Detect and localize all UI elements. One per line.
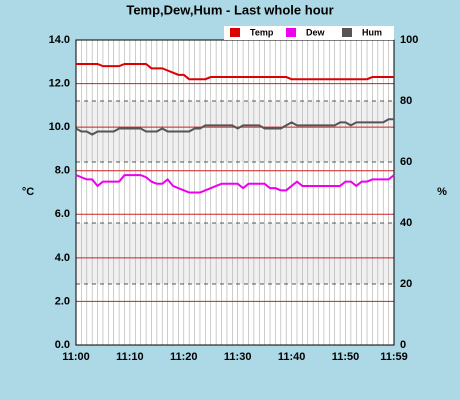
- y-tick-label: 14.0: [49, 34, 70, 46]
- x-tick-label: 11:20: [170, 351, 198, 363]
- x-tick-label: 11:10: [116, 351, 144, 363]
- x-tick-label: 11:40: [278, 351, 306, 363]
- band: [76, 101, 394, 162]
- y-tick-label: 6.0: [55, 208, 70, 220]
- y-tick-label: 12.0: [49, 77, 70, 89]
- y2-tick-label: 40: [400, 217, 412, 229]
- y-tick-label: 4.0: [55, 252, 70, 264]
- legend-swatch: [286, 28, 296, 37]
- x-tick-label: 11:59: [380, 351, 408, 363]
- y2-tick-label: 100: [400, 34, 418, 46]
- y2-axis-label: %: [437, 186, 447, 198]
- x-tick-label: 11:00: [62, 351, 90, 363]
- y-tick-label: 10.0: [49, 121, 70, 133]
- y2-tick-label: 0: [400, 339, 406, 351]
- series-line: [75, 174, 395, 194]
- legend-swatch: [342, 28, 352, 37]
- y-tick-label: 2.0: [55, 295, 70, 307]
- chart-title: Temp,Dew,Hum - Last whole hour: [126, 2, 333, 17]
- series-line: [75, 118, 394, 136]
- legend-swatch: [230, 28, 240, 37]
- y-axis-label: °C: [22, 186, 34, 198]
- y2-tick-label: 80: [400, 95, 412, 107]
- legend-label: Hum: [362, 27, 382, 37]
- y2-tick-label: 60: [400, 156, 412, 168]
- legend-label: Temp: [250, 27, 274, 37]
- x-tick-label: 11:30: [224, 351, 252, 363]
- series-line: [76, 62, 394, 81]
- y2-tick-label: 20: [400, 278, 412, 290]
- legend-label: Dew: [306, 27, 326, 37]
- y-tick-label: 0.0: [55, 339, 70, 351]
- plot-area: [76, 40, 394, 345]
- y-tick-label: 8.0: [55, 165, 70, 177]
- band: [76, 223, 394, 284]
- x-tick-label: 11:50: [332, 351, 360, 363]
